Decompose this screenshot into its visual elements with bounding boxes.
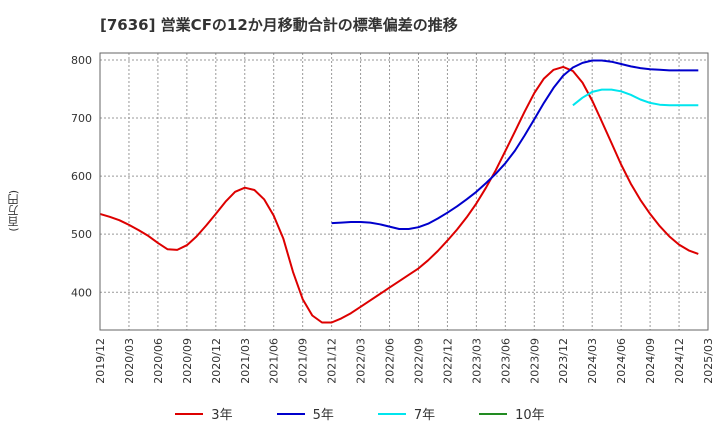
x-tick-label: 2022/12 (441, 338, 454, 384)
x-tick-label: 2023/03 (470, 338, 483, 384)
legend-swatch (276, 412, 305, 415)
legend-swatch (479, 412, 508, 415)
x-tick-label: 2024/09 (644, 338, 657, 384)
legend-label: 10年 (515, 408, 545, 423)
x-tick-label: 2020/03 (123, 338, 136, 384)
x-tick-label: 2021/06 (268, 338, 281, 384)
series-line-5年 (331, 59, 699, 230)
series-line-3年 (99, 65, 699, 324)
y-tick-label: 400 (71, 286, 92, 299)
series-line-7年 (572, 88, 699, 107)
legend-item: 3年 (175, 404, 233, 423)
legend-label: 3年 (211, 408, 233, 423)
y-tick-label: 700 (71, 112, 92, 125)
x-tick-labels: 2019/12 2020/03 2020/06 2020/09 2020/12 2021/… (94, 338, 715, 384)
legend-item: 7年 (377, 404, 436, 423)
x-tick-label: 2023/09 (528, 338, 541, 384)
chart-title: [7636] 営業CFの12か月移動合計の標準偏差の推移 (100, 16, 458, 34)
grid-lines (99, 53, 709, 330)
x-tick-label: 2024/06 (615, 338, 628, 384)
legend-item: 10年 (479, 404, 545, 423)
x-tick-label: 2022/03 (355, 338, 368, 384)
legend-label: 7年 (413, 408, 436, 423)
x-tick-label: 2021/12 (326, 338, 339, 384)
x-tick-label: 2021/09 (297, 338, 310, 384)
legend-swatch (175, 412, 204, 415)
x-tick-label: 2021/03 (239, 338, 252, 384)
y-tick-label: 500 (71, 228, 92, 241)
x-tick-label: 2023/12 (557, 338, 570, 384)
x-tick-label: 2024/03 (586, 338, 599, 384)
x-tick-label: 2023/06 (499, 338, 512, 384)
series-lines (99, 59, 699, 324)
legend: 3年 5年 7年 10年 (0, 404, 720, 423)
x-tick-label: 2020/12 (210, 338, 223, 384)
x-tick-label: 2020/06 (152, 338, 165, 384)
y-tick-labels: 400 500 600 700 800 (71, 54, 92, 299)
y-tick-label: 600 (71, 170, 92, 183)
legend-label: 5年 (312, 408, 334, 423)
x-tick-label: 2022/09 (412, 338, 425, 384)
legend-swatch (377, 412, 406, 415)
x-tick-label: 2025/03 (702, 338, 715, 384)
legend-item: 5年 (276, 404, 334, 423)
x-tick-label: 2019/12 (94, 338, 107, 384)
x-tick-label: 2020/09 (181, 338, 194, 384)
x-tick-label: 2022/06 (384, 338, 397, 384)
plot-frame (99, 52, 709, 331)
x-tick-label: 2024/12 (673, 338, 686, 384)
y-tick-label: 800 (71, 54, 92, 67)
